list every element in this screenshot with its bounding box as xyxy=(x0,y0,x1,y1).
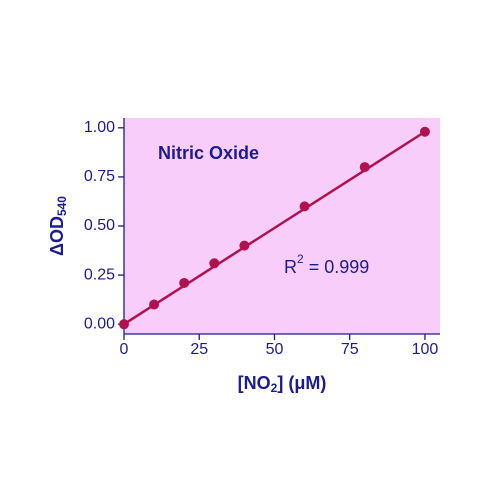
x-tick-label: 100 xyxy=(412,341,439,358)
x-label-part: [NO xyxy=(238,373,271,393)
trend-line xyxy=(123,130,426,326)
data-point xyxy=(359,162,370,173)
data-point xyxy=(419,126,430,137)
y-tick-label: 0.25 xyxy=(84,266,115,283)
y-tick-label: 1.00 xyxy=(84,119,115,136)
r2-text: R xyxy=(284,257,297,277)
r2-value: = 0.999 xyxy=(304,257,370,277)
y-label-sub: 540 xyxy=(55,196,69,216)
x-tick-label: 75 xyxy=(341,341,359,358)
data-point xyxy=(209,258,220,269)
plot-area xyxy=(124,118,440,334)
y-tick-label: 0.00 xyxy=(84,315,115,332)
x-label-sub: 2 xyxy=(271,381,278,395)
x-tick-label: 0 xyxy=(120,341,129,358)
x-tick-label: 25 xyxy=(190,341,208,358)
data-point xyxy=(299,201,310,212)
x-label-part: ] (μM) xyxy=(277,373,326,393)
data-point xyxy=(119,319,129,330)
x-tick-label: 50 xyxy=(266,341,284,358)
data-point xyxy=(179,277,190,288)
r2-annotation: R2 = 0.999 xyxy=(284,252,369,277)
x-axis-label: [NO2] (μM) xyxy=(238,373,327,395)
y-tick-label: 0.50 xyxy=(84,217,115,234)
r2-sup: 2 xyxy=(297,252,304,266)
y-label-part: ΔOD xyxy=(47,216,67,256)
y-axis-label: ΔOD540 xyxy=(47,196,69,256)
chart-label: Nitric Oxide xyxy=(158,143,259,163)
y-tick-label: 0.75 xyxy=(84,168,115,185)
data-point xyxy=(149,299,160,310)
data-point xyxy=(239,240,250,251)
